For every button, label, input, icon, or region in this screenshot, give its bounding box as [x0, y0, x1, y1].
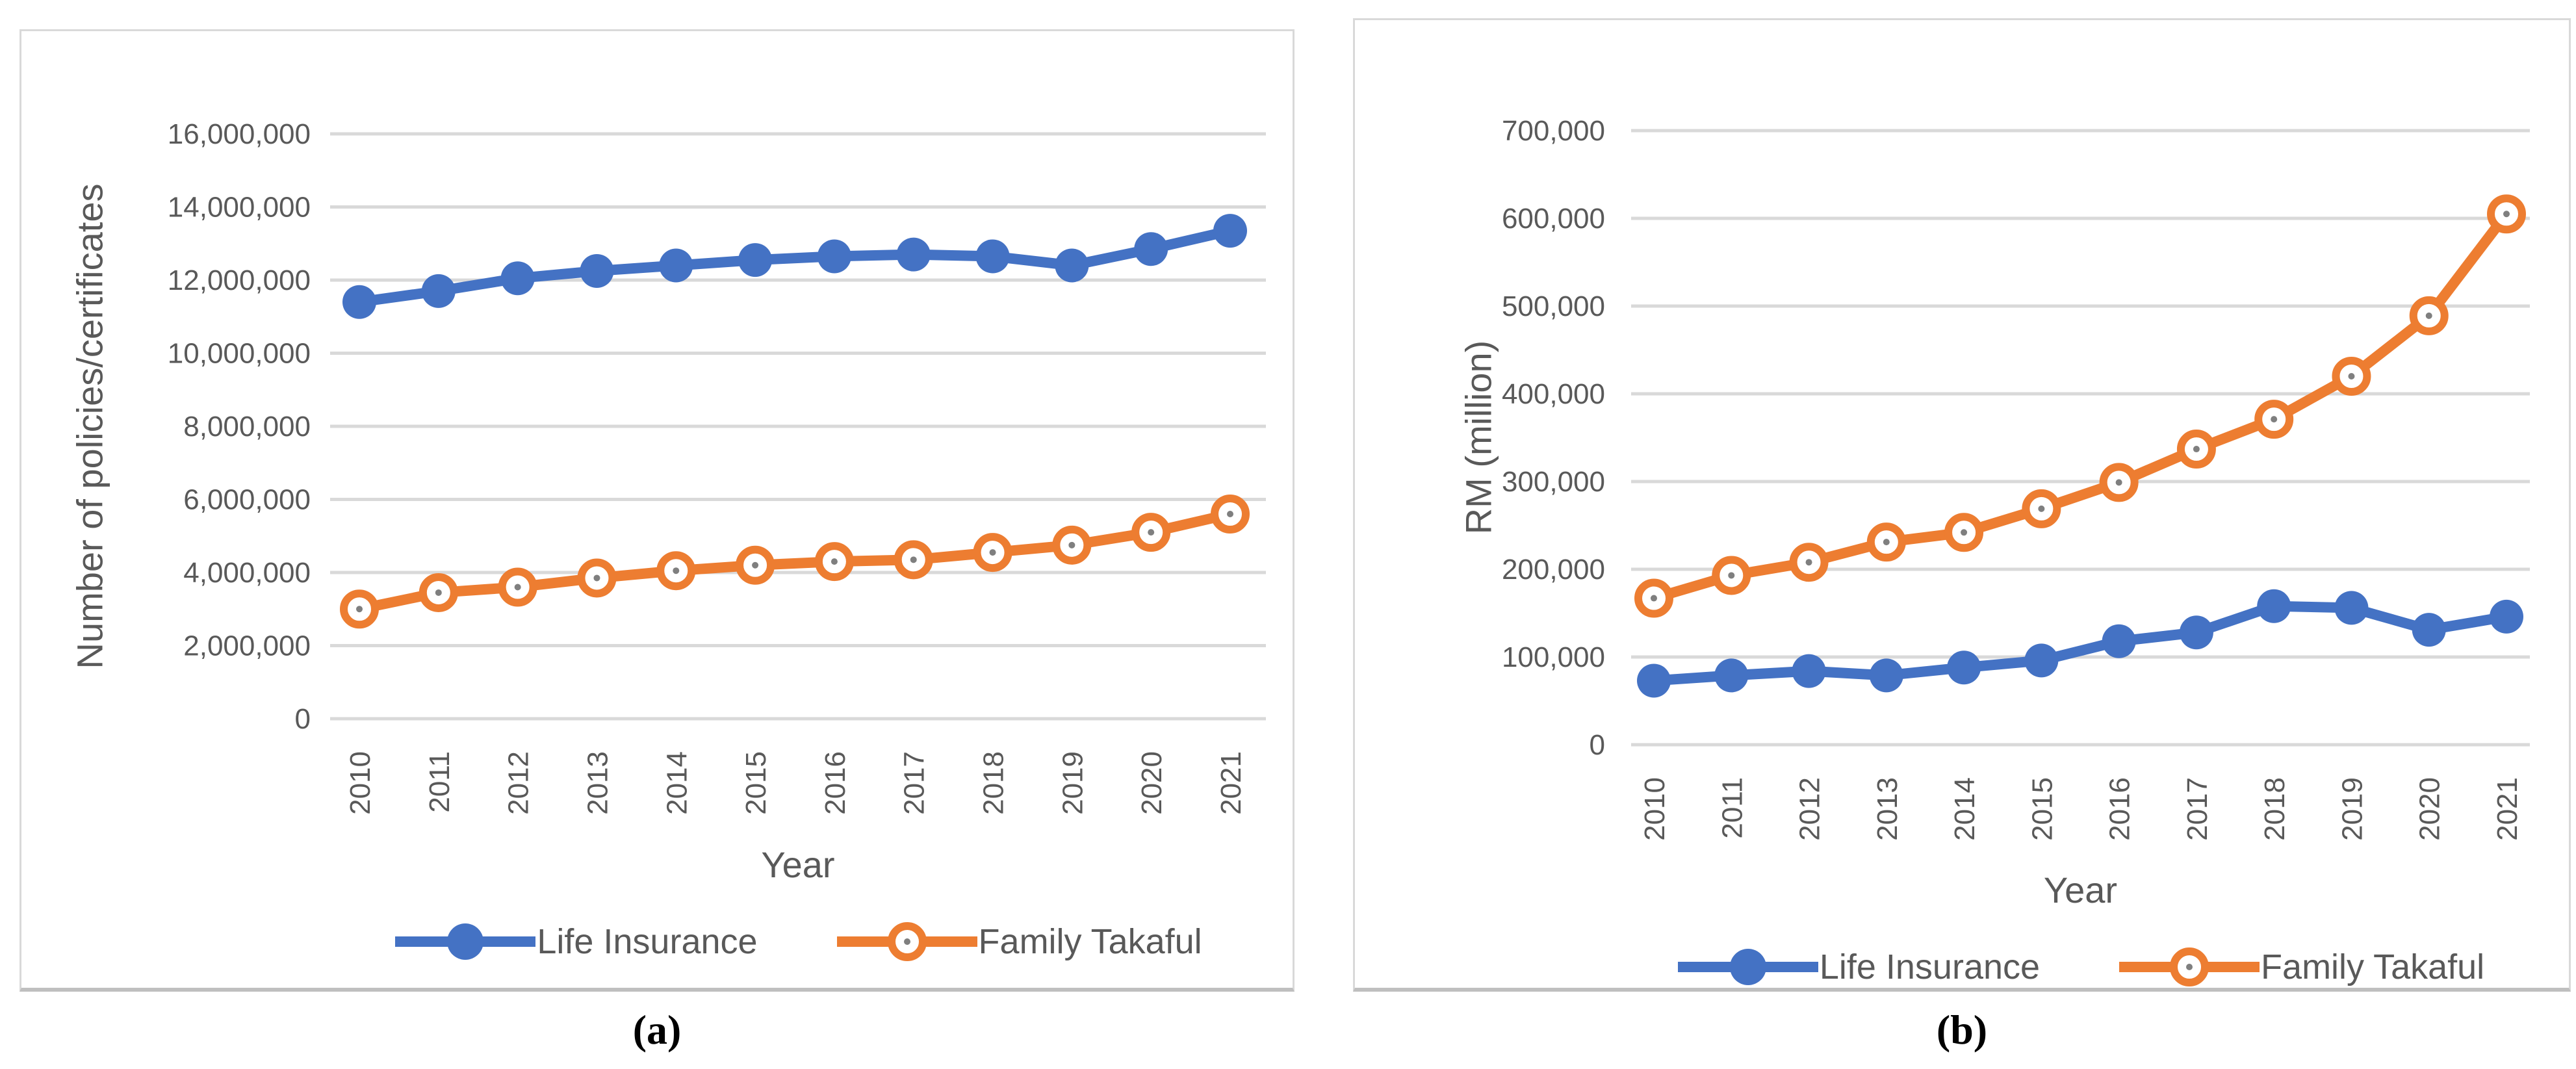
- legend-a: Life Insurance Family Takaful: [330, 919, 1266, 964]
- family-takaful-series-marker-icon: [2119, 947, 2260, 986]
- family-takaful-series-marker-icon: [836, 922, 977, 961]
- chart-a-plot: 0 2,000,000 4,000,000 6,000,000 8,000,000 10,…: [168, 118, 1266, 815]
- svg-text:2010: 2010: [344, 751, 376, 815]
- svg-text:2020: 2020: [1136, 751, 1168, 815]
- svg-text:0: 0: [1590, 729, 1605, 761]
- legend-item-life-insurance[interactable]: Life Insurance: [394, 921, 758, 962]
- chart-b-plot: 0 100,000 200,000 300,000 400,000 500,000 600,…: [1502, 115, 2530, 841]
- caption-b: (b): [1936, 1007, 1988, 1053]
- legend-label-family-takaful: Family Takaful: [978, 922, 1202, 961]
- x-axis-title-b: Year: [2043, 869, 2118, 910]
- svg-text:2014: 2014: [1949, 777, 1981, 841]
- svg-text:2017: 2017: [2182, 777, 2213, 841]
- svg-text:4,000,000: 4,000,000: [183, 557, 311, 589]
- svg-text:2019: 2019: [1057, 751, 1088, 815]
- svg-text:2,000,000: 2,000,000: [183, 630, 311, 662]
- y-axis-title-b: RM (million): [1458, 340, 1499, 535]
- svg-text:2013: 2013: [1872, 777, 1903, 841]
- legend-label-family-takaful: Family Takaful: [2261, 947, 2485, 986]
- life-insurance-series-marker-icon: [395, 923, 536, 960]
- svg-text:16,000,000: 16,000,000: [168, 118, 311, 150]
- svg-text:10,000,000: 10,000,000: [168, 338, 311, 370]
- svg-text:2012: 2012: [503, 751, 535, 815]
- svg-text:2014: 2014: [661, 751, 693, 815]
- svg-text:100,000: 100,000: [1502, 641, 1605, 673]
- caption-a: (a): [632, 1007, 682, 1053]
- legend-label-life-insurance: Life Insurance: [1819, 947, 2041, 986]
- svg-text:8,000,000: 8,000,000: [183, 411, 311, 443]
- svg-text:2017: 2017: [899, 751, 931, 815]
- svg-text:200,000: 200,000: [1502, 554, 1605, 586]
- legend-b: Life Insurance Family Takaful: [1631, 944, 2530, 990]
- legend-item-family-takaful[interactable]: Family Takaful: [2118, 946, 2484, 988]
- svg-text:500,000: 500,000: [1502, 290, 1605, 322]
- svg-text:2020: 2020: [2414, 777, 2446, 841]
- svg-text:14,000,000: 14,000,000: [168, 192, 311, 224]
- svg-text:2018: 2018: [978, 751, 1010, 815]
- svg-text:300,000: 300,000: [1502, 466, 1605, 498]
- life-insurance-series-marker-icon: [1677, 949, 1818, 985]
- chart-panel-b: 0 100,000 200,000 300,000 400,000 500,000 600,…: [1353, 18, 2571, 992]
- svg-text:2011: 2011: [1716, 777, 1748, 839]
- svg-text:2012: 2012: [1794, 777, 1826, 841]
- y-axis-title-a: Number of policies/certificates: [69, 183, 110, 669]
- chart-panel-a: 0 2,000,000 4,000,000 6,000,000 8,000,000 10,…: [19, 29, 1294, 992]
- svg-text:12,000,000: 12,000,000: [168, 264, 311, 296]
- legend-label-life-insurance: Life Insurance: [537, 922, 758, 961]
- svg-text:2015: 2015: [740, 751, 772, 815]
- svg-text:600,000: 600,000: [1502, 203, 1605, 235]
- legend-item-life-insurance[interactable]: Life Insurance: [1677, 946, 2040, 988]
- svg-text:2010: 2010: [1639, 777, 1671, 841]
- svg-text:0: 0: [295, 703, 311, 735]
- svg-text:2019: 2019: [2336, 777, 2368, 841]
- svg-text:2013: 2013: [582, 751, 613, 815]
- svg-text:2018: 2018: [2259, 777, 2291, 841]
- svg-text:2021: 2021: [1215, 751, 1247, 815]
- svg-text:2015: 2015: [2026, 777, 2058, 841]
- svg-text:2016: 2016: [819, 751, 851, 815]
- svg-text:2021: 2021: [2492, 777, 2523, 841]
- svg-text:2011: 2011: [424, 751, 456, 813]
- svg-text:700,000: 700,000: [1502, 115, 1605, 147]
- legend-item-family-takaful[interactable]: Family Takaful: [836, 921, 1202, 962]
- svg-text:400,000: 400,000: [1502, 378, 1605, 410]
- svg-text:2016: 2016: [2104, 777, 2136, 841]
- x-axis-title-a: Year: [761, 844, 835, 885]
- svg-text:6,000,000: 6,000,000: [183, 484, 311, 516]
